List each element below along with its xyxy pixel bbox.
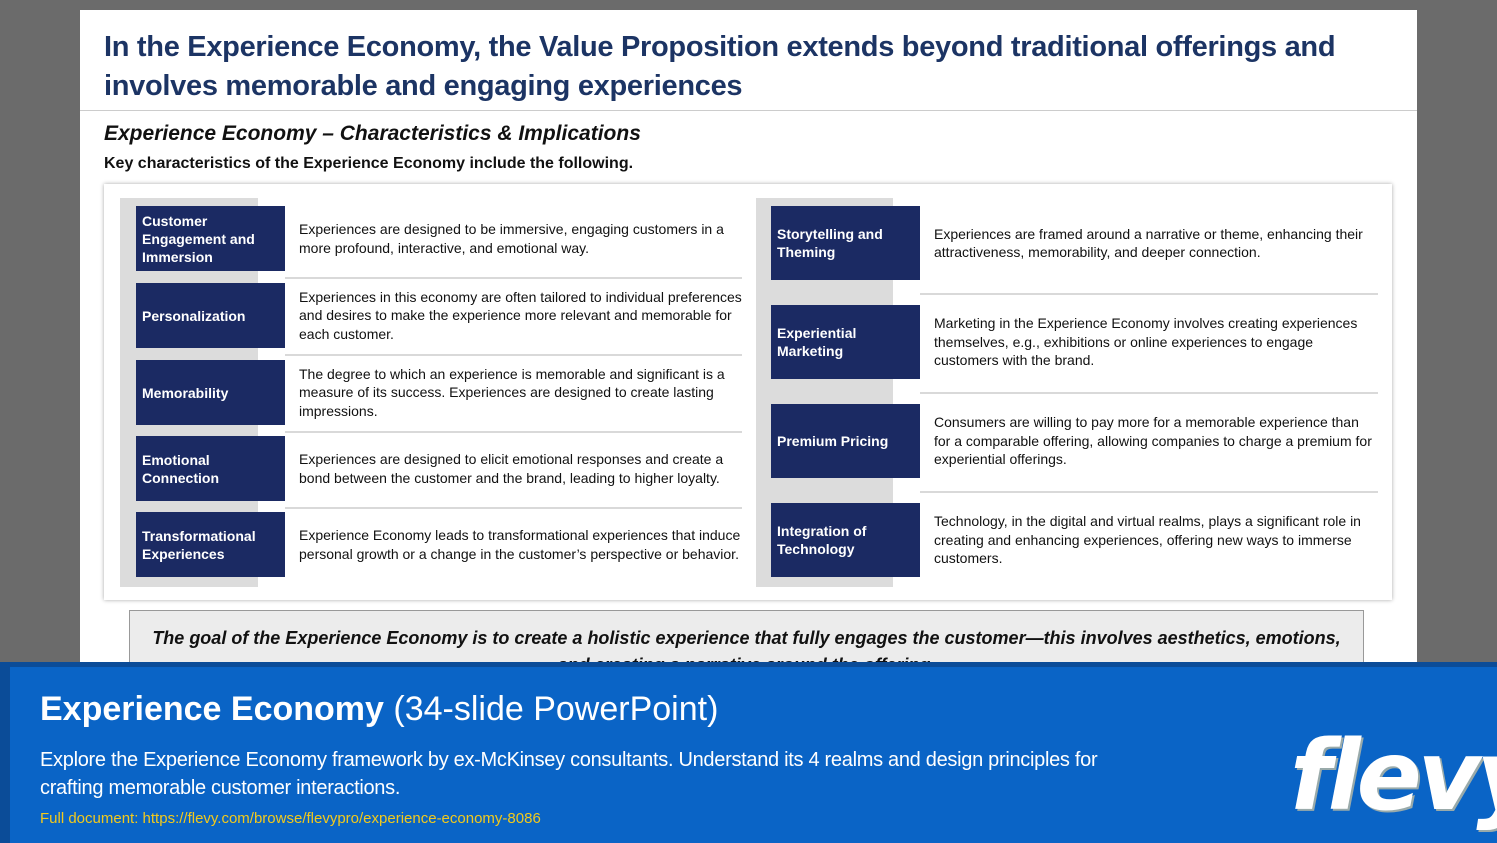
row-separator bbox=[285, 431, 742, 433]
banner-subtitle: (34-slide PowerPoint) bbox=[393, 690, 719, 728]
item-description: Experiences are designed to elicit emoti… bbox=[299, 451, 724, 486]
item-label: Emotional Connection bbox=[136, 436, 285, 501]
item-description: Consumers are willing to pay more for a … bbox=[934, 414, 1372, 468]
banner-link[interactable]: Full document: https://flevy.com/browse/… bbox=[40, 810, 541, 827]
logo: flevy bbox=[1290, 720, 1497, 832]
item-description: Technology, in the digital and virtual r… bbox=[934, 513, 1361, 567]
row-separator bbox=[920, 293, 1378, 295]
item-label: Experiential Marketing bbox=[771, 305, 920, 379]
banner-description: Explore the Experience Economy framework… bbox=[40, 749, 1098, 799]
row-separator bbox=[285, 277, 742, 279]
banner bbox=[0, 662, 1497, 843]
item-description: Experiences are designed to be immersive… bbox=[299, 221, 724, 256]
item-label: Storytelling and Theming bbox=[771, 206, 920, 280]
item-description: Experience Economy leads to transformati… bbox=[299, 527, 741, 562]
row-separator bbox=[920, 491, 1378, 493]
item-description: Marketing in the Experience Economy invo… bbox=[934, 315, 1358, 369]
banner-edge bbox=[0, 662, 10, 843]
banner-heading: Experience Economy bbox=[40, 690, 384, 728]
item-label: Premium Pricing bbox=[771, 404, 920, 478]
row-separator bbox=[285, 354, 742, 356]
item-description: Experiences are framed around a narrativ… bbox=[934, 225, 1363, 261]
section-intro: Key characteristics of the Experience Ec… bbox=[104, 155, 634, 172]
banner-title: Experience Economy (34-slide PowerPoint) bbox=[40, 690, 718, 729]
item-description: The degree to which an experience is mem… bbox=[299, 365, 725, 419]
divider bbox=[80, 110, 1417, 111]
item-label: Memorability bbox=[136, 360, 285, 425]
item-label: Transformational Experiences bbox=[136, 512, 285, 577]
item-label: Personalization bbox=[136, 283, 285, 348]
item-description: Experiences in this economy are often ta… bbox=[299, 288, 742, 342]
item-label: Integration of Technology bbox=[771, 503, 920, 577]
row-separator bbox=[920, 392, 1378, 394]
section-title: Experience Economy – Characteristics & I… bbox=[104, 122, 641, 145]
row-separator bbox=[285, 507, 742, 509]
slide-title: In the Experience Economy, the Value Pro… bbox=[104, 31, 1336, 102]
item-label: Customer Engagement and Immersion bbox=[136, 206, 285, 271]
